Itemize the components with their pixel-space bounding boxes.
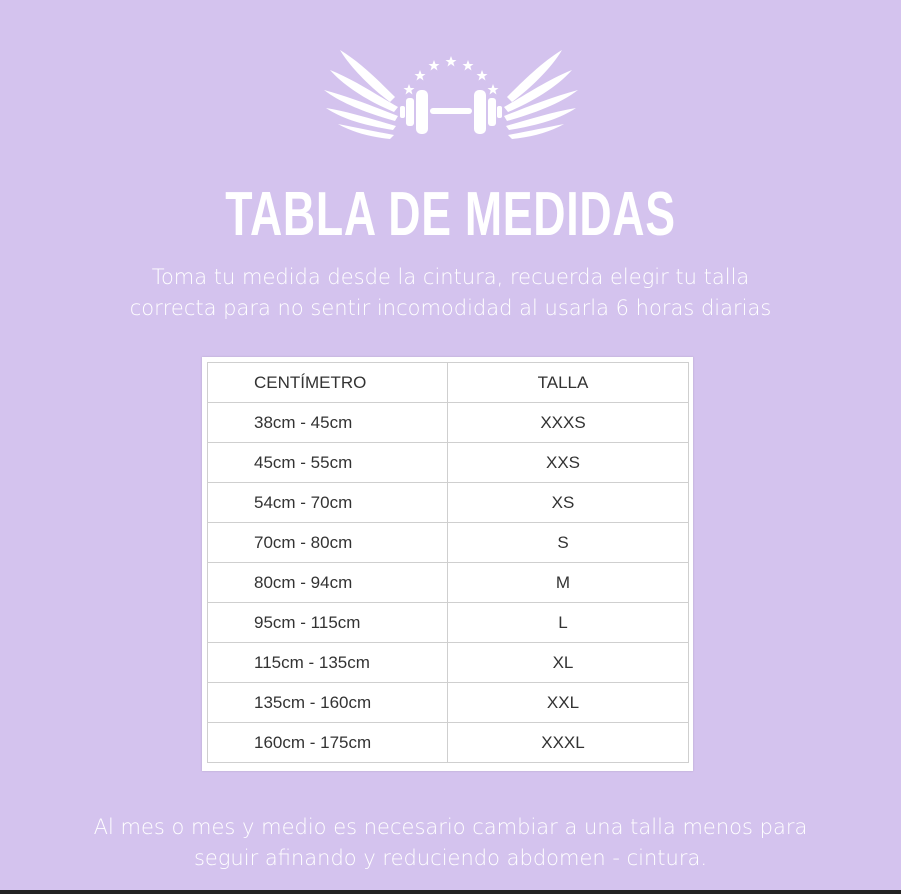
size-cell: XS xyxy=(447,482,689,523)
range-cell: 45cm - 55cm xyxy=(207,442,448,483)
subtitle-line: correcta para no sentir incomodidad al u… xyxy=(129,296,772,320)
wing-right-icon xyxy=(504,50,578,139)
header-talla: TALLA xyxy=(447,362,689,403)
size-cell: L xyxy=(447,602,689,643)
table-row: 160cm - 175cm XXXL xyxy=(207,722,689,763)
size-cell: XXXS xyxy=(447,402,689,443)
size-cell: S xyxy=(447,522,689,563)
range-cell: 115cm - 135cm xyxy=(207,642,448,683)
size-cell: XXXL xyxy=(447,722,689,763)
table-row: 54cm - 70cm XS xyxy=(207,482,689,523)
wing-left-icon xyxy=(324,50,398,139)
size-table-panel: CENTÍMETRO TALLA 38cm - 45cm XXXS 45cm - 5… xyxy=(202,357,693,771)
range-cell: 70cm - 80cm xyxy=(207,522,448,563)
range-cell: 95cm - 115cm xyxy=(207,602,448,643)
table-row: 95cm - 115cm L xyxy=(207,602,689,643)
range-cell: 160cm - 175cm xyxy=(207,722,448,763)
range-cell: 54cm - 70cm xyxy=(207,482,448,523)
table-header-row: CENTÍMETRO TALLA xyxy=(207,362,689,403)
page-title: TABLA DE MEDIDAS xyxy=(225,180,676,249)
table-row: 45cm - 55cm XXS xyxy=(207,442,689,483)
range-cell: 80cm - 94cm xyxy=(207,562,448,603)
size-cell: XL xyxy=(447,642,689,683)
size-cell: XXL xyxy=(447,682,689,723)
star-icon xyxy=(403,56,499,95)
dumbbell-icon xyxy=(400,90,502,134)
bottom-border xyxy=(0,890,901,894)
winged-dumbbell-logo-icon xyxy=(324,50,578,139)
footer-note: Al mes o mes y medio es necesario cambia… xyxy=(0,812,901,874)
subtitle: Toma tu medida desde la cintura, recuerd… xyxy=(0,262,901,324)
range-cell: 38cm - 45cm xyxy=(207,402,448,443)
table-row: 70cm - 80cm S xyxy=(207,522,689,563)
range-cell: 135cm - 160cm xyxy=(207,682,448,723)
subtitle-line: Toma tu medida desde la cintura, recuerd… xyxy=(151,265,750,289)
footer-line: Al mes o mes y medio es necesario cambia… xyxy=(93,815,808,839)
size-cell: M xyxy=(447,562,689,603)
table-row: 115cm - 135cm XL xyxy=(207,642,689,683)
table-row: 135cm - 160cm XXL xyxy=(207,682,689,723)
footer-line: seguir afinando y reduciendo abdomen - c… xyxy=(193,846,708,870)
header-centimetro: CENTÍMETRO xyxy=(207,362,448,403)
size-cell: XXS xyxy=(447,442,689,483)
table-row: 38cm - 45cm XXXS xyxy=(207,402,689,443)
size-table: CENTÍMETRO TALLA 38cm - 45cm XXXS 45cm - 5… xyxy=(207,362,689,763)
table-row: 80cm - 94cm M xyxy=(207,562,689,603)
